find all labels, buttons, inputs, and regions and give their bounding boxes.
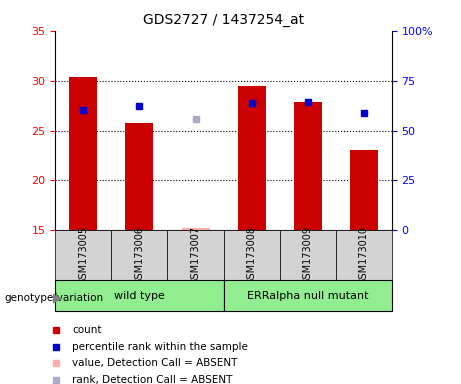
Text: genotype/variation: genotype/variation xyxy=(5,293,104,303)
Text: GSM173009: GSM173009 xyxy=(303,226,313,285)
Text: wild type: wild type xyxy=(114,291,165,301)
Title: GDS2727 / 1437254_at: GDS2727 / 1437254_at xyxy=(143,13,304,27)
Bar xyxy=(182,228,210,230)
Bar xyxy=(167,230,224,280)
Bar xyxy=(55,280,224,311)
Text: value, Detection Call = ABSENT: value, Detection Call = ABSENT xyxy=(72,358,238,368)
Text: GSM173005: GSM173005 xyxy=(78,226,89,285)
Text: count: count xyxy=(72,325,102,335)
Bar xyxy=(336,230,392,280)
Text: ERRalpha null mutant: ERRalpha null mutant xyxy=(247,291,368,301)
Bar xyxy=(69,77,97,230)
Bar xyxy=(55,230,112,280)
Text: GSM173008: GSM173008 xyxy=(247,226,257,285)
Bar xyxy=(237,86,266,230)
Bar xyxy=(224,280,392,311)
Bar xyxy=(112,230,167,280)
Text: GSM173007: GSM173007 xyxy=(190,226,201,285)
Text: rank, Detection Call = ABSENT: rank, Detection Call = ABSENT xyxy=(72,375,233,384)
Bar xyxy=(294,102,322,230)
Text: percentile rank within the sample: percentile rank within the sample xyxy=(72,342,248,352)
Text: GSM173010: GSM173010 xyxy=(359,226,369,285)
Bar xyxy=(280,230,336,280)
Bar xyxy=(125,122,154,230)
Bar xyxy=(350,149,378,230)
Bar xyxy=(224,230,280,280)
Text: ▶: ▶ xyxy=(53,291,63,304)
Text: GSM173006: GSM173006 xyxy=(135,226,144,285)
